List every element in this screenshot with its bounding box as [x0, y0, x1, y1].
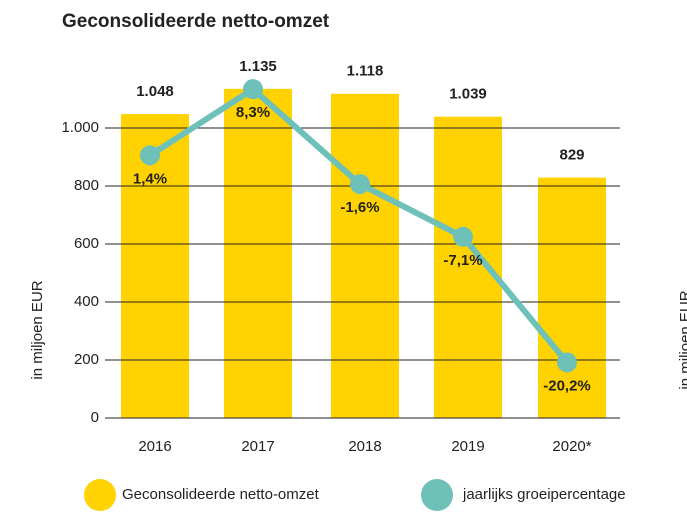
y-tick-label: 1.000 — [61, 119, 99, 136]
y-axis-label-clipped: in miljoen EUR — [677, 290, 687, 389]
y-tick-label: 600 — [74, 235, 99, 252]
bar-value-label: 1.048 — [136, 83, 174, 100]
y-tick-label: 400 — [74, 293, 99, 310]
growth-point — [350, 174, 370, 195]
legend-swatch — [84, 479, 116, 511]
legend-label: Geconsolideerde netto-omzet — [122, 486, 320, 503]
growth-point — [557, 352, 577, 373]
x-tick-label: 2017 — [241, 438, 274, 455]
x-tick-label: 2020* — [552, 438, 591, 455]
growth-point — [140, 145, 160, 166]
legend-label: jaarlijks groeipercentage — [462, 486, 626, 503]
bar-value-label: 1.118 — [347, 63, 384, 80]
growth-value-label: -1,6% — [340, 199, 379, 216]
x-tick-label: 2016 — [138, 438, 171, 455]
bar — [224, 88, 292, 418]
growth-point — [243, 79, 263, 100]
legend-swatch — [421, 479, 453, 511]
bar-value-label: 829 — [559, 147, 584, 164]
bar — [331, 93, 399, 418]
bar — [538, 177, 606, 418]
growth-value-label: 1,4% — [133, 170, 167, 187]
growth-point — [453, 226, 473, 247]
y-tick-label: 0 — [91, 409, 99, 426]
growth-value-label: 8,3% — [236, 104, 270, 121]
bar-value-label: 1.039 — [449, 86, 487, 103]
y-axis-label: in miljoen EUR — [29, 280, 46, 379]
x-tick-label: 2019 — [451, 438, 484, 455]
chart-title: Geconsolideerde netto-omzet — [62, 11, 330, 32]
bar-value-label: 1.135 — [239, 58, 277, 75]
y-tick-label: 200 — [74, 351, 99, 368]
x-tick-label: 2018 — [348, 438, 381, 455]
bar — [121, 114, 189, 418]
y-tick-label: 800 — [74, 177, 99, 194]
growth-value-label: -7,1% — [443, 252, 482, 269]
growth-value-label: -20,2% — [543, 377, 591, 394]
